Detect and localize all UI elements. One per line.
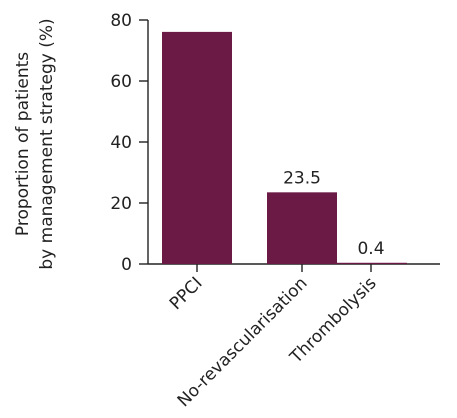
y-tick-label: 0 [121,255,132,275]
x-axis [148,263,440,272]
y-tick-label: 20 [110,194,132,214]
x-category-label: PPCI [166,273,207,314]
bar [267,192,337,264]
y-tick-label: 60 [110,72,132,92]
y-tick-label: 80 [110,11,132,31]
y-axis: 0 20 40 60 80 [110,11,149,275]
bars: 23.5 0.4 [162,31,407,264]
bar [335,262,407,264]
y-axis-label-line-2: by management strategy (%) [37,18,57,269]
data-label: 23.5 [283,168,321,188]
bar [162,31,232,264]
y-tick-label: 40 [110,133,132,153]
data-label: 0.4 [357,239,384,259]
y-axis-label: Proportion of patients by management str… [13,18,57,269]
y-axis-label-line-1: Proportion of patients [13,52,33,236]
